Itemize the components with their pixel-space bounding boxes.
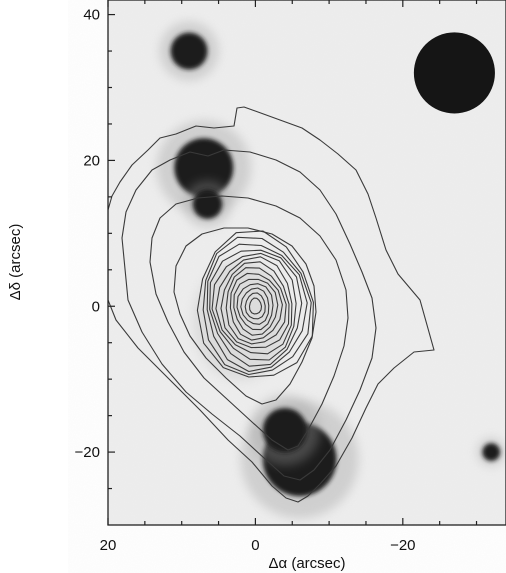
y-tick-label: 0 <box>92 298 100 315</box>
y-tick-label: 40 <box>83 7 100 24</box>
inner-contour-line <box>236 283 274 331</box>
inner-contour-line <box>202 236 312 376</box>
plot-frame <box>107 0 506 526</box>
y-axis-label: Δδ (arcsec) <box>7 224 24 301</box>
optical-source <box>174 138 234 198</box>
x-axis-label: Δα (arcsec) <box>268 555 345 572</box>
y-tick-labels: 40 20 0 −20 <box>75 7 100 462</box>
inner-contour-line <box>248 297 263 315</box>
inner-contour-line <box>229 272 283 341</box>
optical-sources <box>156 21 506 519</box>
inner-contour-line <box>233 278 279 336</box>
inner-contour-line <box>196 230 314 378</box>
axis-ticks <box>107 0 478 525</box>
optical-source <box>170 32 208 70</box>
y-tick-label: 20 <box>83 152 100 169</box>
inner-contour-line <box>225 267 287 345</box>
x-tick-labels: 20 0 −20 <box>100 537 416 554</box>
inner-contour-line <box>244 292 266 320</box>
optical-source <box>262 408 307 453</box>
contour-line <box>121 149 377 481</box>
inner-contour-line <box>209 249 303 367</box>
beam-circle <box>413 32 495 114</box>
contour-line <box>173 227 317 405</box>
inner-contour-line <box>206 243 308 373</box>
plot-area <box>107 0 506 526</box>
optical-source <box>192 189 223 219</box>
contour-lines <box>108 106 435 503</box>
inner-contour-line <box>220 261 290 349</box>
contour-line <box>108 106 435 503</box>
inner-contour-line <box>240 287 270 325</box>
diffuse-glow <box>192 260 289 381</box>
x-tick-label: −20 <box>390 537 415 554</box>
x-tick-label: 20 <box>100 537 117 554</box>
x-tick-label: 0 <box>251 537 259 554</box>
inner-contour-line <box>211 252 297 361</box>
y-tick-label: −20 <box>75 444 100 461</box>
optical-source <box>482 443 501 461</box>
inner-contour-line <box>215 256 293 355</box>
contour-line <box>149 195 349 451</box>
